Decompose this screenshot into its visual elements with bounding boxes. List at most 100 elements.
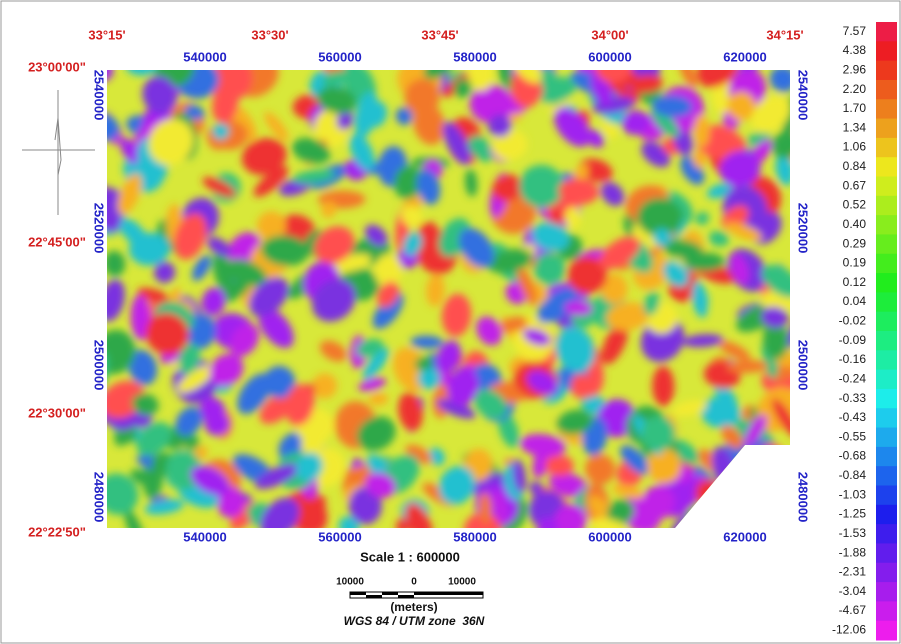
legend-label: 0.04	[843, 294, 867, 308]
latitude-label: 23°00'00"	[28, 59, 86, 74]
easting-label: 600000	[588, 49, 631, 64]
legend-swatch	[876, 447, 897, 467]
legend-label: -1.88	[839, 545, 867, 559]
easting-label: 580000	[453, 529, 496, 544]
legend-swatch	[876, 331, 897, 351]
latitude-label: 22°45'00"	[28, 234, 86, 249]
legend-label: -3.04	[839, 584, 867, 598]
projection: WGS 84 / UTM zone 36N	[344, 614, 485, 628]
northing-label: 2480000	[796, 472, 811, 523]
legend-label: -0.16	[839, 352, 867, 366]
legend-label: 0.12	[843, 275, 867, 289]
legend-label: -0.84	[839, 468, 867, 482]
longitude-label: 33°45'	[421, 27, 458, 42]
legend-swatch	[876, 61, 897, 81]
legend-swatch	[876, 312, 897, 332]
scale-label: 0	[411, 577, 417, 588]
legend-label: -4.67	[839, 603, 867, 617]
scale-bar	[350, 592, 483, 598]
legend-swatch	[876, 234, 897, 254]
easting-label: 560000	[318, 529, 361, 544]
latitude-label: 22°30'00"	[28, 405, 86, 420]
scale-title: Scale 1 : 600000	[360, 549, 460, 564]
legend-label: -12.06	[832, 623, 866, 637]
legend-label: 2.20	[843, 82, 867, 96]
easting-label: 600000	[588, 529, 631, 544]
northing-label: 2500000	[92, 340, 107, 391]
legend-label: -1.03	[839, 487, 867, 501]
northing-label: 2520000	[796, 203, 811, 254]
legend-swatch	[876, 99, 897, 119]
legend-swatch	[876, 157, 897, 177]
legend-label: 2.96	[843, 62, 867, 76]
legend-label: -0.33	[839, 391, 867, 405]
legend-label: 0.40	[843, 217, 867, 231]
legend-swatch	[876, 370, 897, 390]
legend-swatch	[876, 22, 897, 42]
anomaly-map	[79, 39, 826, 551]
legend-swatch	[876, 621, 897, 641]
legend-label: 1.34	[843, 120, 867, 134]
legend-label: -0.02	[839, 314, 867, 328]
legend-label: 1.06	[843, 140, 867, 154]
legend-swatch	[876, 466, 897, 486]
easting-label: 620000	[723, 529, 766, 544]
legend-label: 0.29	[843, 236, 867, 250]
legend-label: 4.38	[843, 43, 867, 57]
longitude-label: 33°15'	[88, 27, 125, 42]
legend-label: 0.52	[843, 198, 867, 212]
legend-swatch	[876, 273, 897, 293]
legend-label: -1.25	[839, 507, 867, 521]
legend-swatch	[876, 389, 897, 409]
legend-swatch	[876, 177, 897, 197]
easting-label: 580000	[453, 49, 496, 64]
northing-label: 2520000	[92, 203, 107, 254]
longitude-label: 33°30'	[251, 27, 288, 42]
legend-label: -0.43	[839, 410, 867, 424]
northing-label: 2500000	[796, 340, 811, 391]
scale-unit: (meters)	[390, 600, 437, 614]
legend-swatch	[876, 524, 897, 544]
legend-label: -1.53	[839, 526, 867, 540]
legend-swatch	[876, 196, 897, 216]
legend-swatch	[876, 215, 897, 235]
legend-label: -0.09	[839, 333, 867, 347]
legend-swatch	[876, 582, 897, 602]
legend-label: 0.19	[843, 256, 867, 270]
legend-swatch	[876, 601, 897, 621]
legend-swatch	[876, 543, 897, 563]
legend-label: -0.55	[839, 429, 867, 443]
longitude-label: 34°15'	[766, 27, 803, 42]
easting-label: 540000	[183, 49, 226, 64]
scale-label: 10000	[448, 577, 476, 588]
legend-label: 1.70	[843, 101, 867, 115]
legend-swatch	[876, 254, 897, 274]
northing-label: 2540000	[796, 70, 811, 121]
longitude-label: 34°00'	[591, 27, 628, 42]
easting-label: 620000	[723, 49, 766, 64]
legend-label: -0.68	[839, 449, 867, 463]
legend-swatch	[876, 119, 897, 139]
legend-swatch	[876, 505, 897, 525]
legend-swatch	[876, 428, 897, 448]
scale-label: 10000	[336, 577, 364, 588]
legend-swatch	[876, 408, 897, 428]
latitude-label: 22°22'50"	[28, 524, 86, 539]
legend-label: 0.84	[843, 159, 867, 173]
legend-swatch	[876, 350, 897, 370]
legend-swatch	[876, 41, 897, 61]
legend-swatch	[876, 138, 897, 158]
legend-swatch	[876, 563, 897, 583]
easting-label: 540000	[183, 529, 226, 544]
legend-label: 7.57	[843, 24, 867, 38]
legend-label: -2.31	[839, 565, 867, 579]
legend-swatch	[876, 80, 897, 100]
legend-swatch	[876, 292, 897, 312]
northing-label: 2480000	[92, 472, 107, 523]
easting-label: 560000	[318, 49, 361, 64]
northing-label: 2540000	[92, 70, 107, 121]
legend-swatch	[876, 486, 897, 506]
legend-label: 0.67	[843, 178, 867, 192]
map-figure: 7.57 4.38 2.96 2.20 1.70 1.34 1.06 0.84 0.67 0.52…	[0, 0, 901, 644]
legend-label: -0.24	[839, 371, 867, 385]
